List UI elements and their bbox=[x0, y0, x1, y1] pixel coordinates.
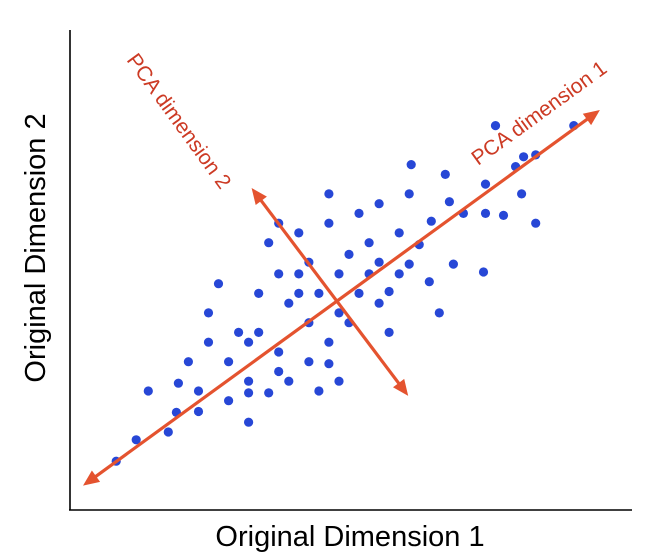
data-point-67 bbox=[448, 259, 458, 269]
data-point-12 bbox=[213, 279, 224, 289]
data-point-40 bbox=[324, 337, 334, 347]
data-point-72 bbox=[490, 121, 501, 131]
data-point-51 bbox=[374, 257, 384, 267]
data-point-66 bbox=[444, 197, 454, 207]
data-point-19 bbox=[244, 417, 254, 427]
data-point-45 bbox=[344, 249, 354, 259]
data-point-16 bbox=[244, 337, 254, 347]
data-point-13 bbox=[224, 357, 234, 367]
data-point-63 bbox=[426, 216, 436, 226]
pca2-arrowhead-end bbox=[393, 378, 409, 396]
data-point-11 bbox=[203, 308, 214, 318]
annotation-pca-dimension-2: PCA dimension 2 bbox=[122, 49, 235, 193]
data-point-37 bbox=[314, 288, 324, 298]
data-point-42 bbox=[334, 269, 344, 279]
data-point-69 bbox=[478, 267, 489, 277]
pca1-arrowhead-start bbox=[83, 470, 101, 486]
data-point-22 bbox=[264, 238, 274, 248]
data-point-30 bbox=[294, 269, 304, 279]
data-point-23 bbox=[264, 388, 274, 398]
data-point-34 bbox=[304, 357, 314, 367]
pca1-arrow-line bbox=[93, 116, 590, 479]
data-point-75 bbox=[517, 189, 527, 199]
data-point-4 bbox=[163, 427, 173, 437]
data-point-29 bbox=[284, 298, 294, 308]
data-point-38 bbox=[324, 218, 334, 228]
data-point-24 bbox=[274, 269, 284, 279]
pca1-arrowhead-end bbox=[582, 110, 600, 126]
data-point-15 bbox=[234, 327, 244, 337]
data-point-55 bbox=[384, 286, 394, 297]
data-point-76 bbox=[531, 218, 541, 228]
data-point-8 bbox=[193, 386, 204, 396]
data-point-48 bbox=[354, 288, 364, 298]
pca-arrows bbox=[83, 110, 600, 486]
data-point-17 bbox=[244, 376, 254, 386]
data-point-77 bbox=[519, 152, 529, 162]
data-point-59 bbox=[404, 189, 414, 199]
data-point-18 bbox=[244, 388, 254, 398]
data-point-9 bbox=[193, 406, 204, 417]
data-point-65 bbox=[440, 169, 450, 179]
data-point-43 bbox=[334, 308, 344, 318]
data-point-53 bbox=[374, 298, 384, 308]
data-point-36 bbox=[314, 386, 324, 396]
data-point-21 bbox=[254, 288, 264, 298]
data-point-14 bbox=[224, 396, 234, 406]
data-point-39 bbox=[324, 189, 334, 199]
data-point-10 bbox=[203, 337, 214, 347]
data-point-31 bbox=[294, 228, 304, 238]
data-point-3 bbox=[143, 386, 153, 396]
data-point-64 bbox=[434, 308, 444, 318]
pca2-arrow-line bbox=[258, 198, 402, 386]
data-point-57 bbox=[394, 228, 404, 238]
data-point-44 bbox=[334, 376, 344, 386]
data-point-49 bbox=[364, 238, 374, 248]
data-point-60 bbox=[406, 160, 416, 170]
data-point-25 bbox=[274, 366, 284, 377]
pca2-arrowhead-start bbox=[251, 188, 267, 205]
data-point-7 bbox=[183, 357, 193, 367]
data-point-73 bbox=[498, 210, 509, 220]
data-point-54 bbox=[384, 327, 394, 337]
data-point-2 bbox=[131, 435, 141, 445]
data-point-20 bbox=[254, 327, 264, 337]
data-point-28 bbox=[284, 376, 294, 386]
data-point-58 bbox=[404, 259, 414, 269]
data-point-6 bbox=[173, 378, 183, 388]
data-point-41 bbox=[324, 359, 334, 369]
data-point-56 bbox=[394, 269, 404, 279]
data-point-70 bbox=[480, 179, 491, 189]
x-axis-label: Original Dimension 1 bbox=[215, 521, 484, 553]
data-point-71 bbox=[480, 208, 491, 218]
y-axis-label: Original Dimension 2 bbox=[20, 113, 52, 382]
data-point-62 bbox=[424, 277, 434, 287]
data-point-47 bbox=[354, 208, 364, 218]
data-point-52 bbox=[374, 199, 384, 209]
data-point-26 bbox=[274, 347, 284, 357]
data-point-32 bbox=[294, 288, 304, 298]
